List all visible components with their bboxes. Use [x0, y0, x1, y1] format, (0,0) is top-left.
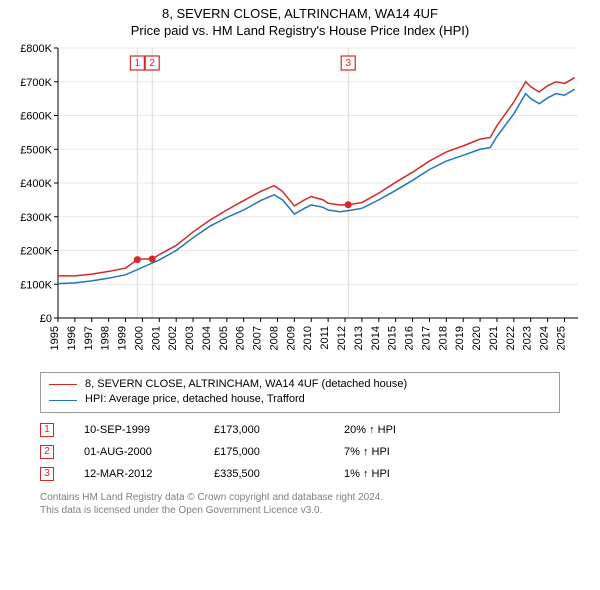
event-delta: 1% ↑ HPI [344, 468, 464, 480]
x-tick-label: 1997 [83, 326, 95, 350]
event-row: 3 12-MAR-2012£335,5001% ↑ HPI [40, 463, 560, 485]
x-tick-label: 2003 [184, 326, 196, 350]
event-price: £335,500 [214, 468, 344, 480]
chart-title-desc: Price paid vs. HM Land Registry's House … [0, 23, 600, 38]
event-date: 01-AUG-2000 [84, 446, 214, 458]
event-row: 2 01-AUG-2000£175,0007% ↑ HPI [40, 441, 560, 463]
y-tick-label: £600K [20, 111, 52, 123]
event-delta: 7% ↑ HPI [344, 446, 464, 458]
x-tick-label: 2009 [285, 326, 297, 350]
x-tick-label: 2005 [218, 326, 230, 350]
x-tick-label: 2010 [302, 326, 314, 350]
x-tick-label: 2021 [488, 326, 500, 350]
y-tick-label: £500K [20, 144, 52, 156]
event-date: 10-SEP-1999 [84, 424, 214, 436]
event-marker-number: 1 [135, 58, 141, 69]
chart-title-address: 8, SEVERN CLOSE, ALTRINCHAM, WA14 4UF [0, 6, 600, 21]
legend: 8, SEVERN CLOSE, ALTRINCHAM, WA14 4UF (d… [40, 372, 560, 413]
x-tick-label: 2023 [522, 326, 534, 350]
x-tick-label: 2001 [150, 326, 162, 350]
x-tick-label: 2008 [268, 326, 280, 350]
y-tick-label: £100K [20, 279, 52, 291]
event-row-marker: 3 [40, 467, 54, 481]
x-tick-label: 1995 [49, 326, 61, 350]
event-dot [345, 201, 352, 208]
x-tick-label: 2012 [336, 326, 348, 350]
x-tick-label: 1998 [100, 326, 112, 350]
chart-area: £0 £100K £200K £300K £400K £500K £600K £700K £80… [0, 38, 600, 368]
x-tick-label: 2024 [539, 326, 551, 350]
x-tick-label: 2011 [319, 326, 331, 350]
event-marker-number: 2 [149, 58, 155, 69]
y-tick-label: £0 [40, 313, 52, 325]
legend-item: 8, SEVERN CLOSE, ALTRINCHAM, WA14 4UF (d… [49, 377, 551, 392]
x-tick-label: 2017 [420, 326, 432, 350]
event-date: 12-MAR-2012 [84, 468, 214, 480]
x-tick-label: 2015 [387, 326, 399, 350]
x-tick-label: 1999 [117, 326, 129, 350]
x-tick-label: 2018 [437, 326, 449, 350]
y-tick-label: £400K [20, 178, 52, 190]
x-tick-label: 2025 [555, 326, 567, 350]
attribution-line-1: Contains HM Land Registry data © Crown c… [40, 491, 560, 505]
event-price: £173,000 [214, 424, 344, 436]
x-tick-label: 2022 [505, 326, 517, 350]
x-tick-label: 2014 [370, 326, 382, 350]
y-tick-label: £200K [20, 246, 52, 258]
x-tick-label: 2013 [353, 326, 365, 350]
legend-item: HPI: Average price, detached house, Traf… [49, 392, 551, 407]
event-dot [149, 255, 156, 262]
x-tick-label: 2002 [167, 326, 179, 350]
chart-titles: 8, SEVERN CLOSE, ALTRINCHAM, WA14 4UF Pr… [0, 0, 600, 38]
event-row-marker: 2 [40, 445, 54, 459]
event-row-marker: 1 [40, 423, 54, 437]
event-row: 1 10-SEP-1999£173,00020% ↑ HPI [40, 419, 560, 441]
legend-swatch [49, 400, 77, 401]
event-delta: 20% ↑ HPI [344, 424, 464, 436]
y-tick-label: £800K [20, 43, 52, 55]
legend-label: 8, SEVERN CLOSE, ALTRINCHAM, WA14 4UF (d… [85, 377, 407, 392]
x-tick-label: 2004 [201, 326, 213, 350]
event-dot [134, 256, 141, 263]
attribution: Contains HM Land Registry data © Crown c… [40, 491, 560, 518]
attribution-line-2: This data is licensed under the Open Gov… [40, 504, 560, 518]
y-tick-label: £300K [20, 212, 52, 224]
x-tick-label: 2016 [404, 326, 416, 350]
y-tick-label: £700K [20, 77, 52, 89]
x-tick-label: 2020 [471, 326, 483, 350]
x-tick-label: 2007 [252, 326, 264, 350]
x-tick-label: 1996 [66, 326, 78, 350]
event-marker-number: 3 [345, 58, 351, 69]
x-tick-label: 2019 [454, 326, 466, 350]
chart-svg: £0 £100K £200K £300K £400K £500K £600K £700K £80… [0, 38, 600, 368]
event-price: £175,000 [214, 446, 344, 458]
legend-label: HPI: Average price, detached house, Traf… [85, 392, 305, 407]
x-tick-label: 2000 [133, 326, 145, 350]
x-tick-label: 2006 [235, 326, 247, 350]
legend-swatch [49, 384, 77, 385]
events-table: 1 10-SEP-1999£173,00020% ↑ HPI 2 01-AUG-200… [40, 419, 560, 485]
